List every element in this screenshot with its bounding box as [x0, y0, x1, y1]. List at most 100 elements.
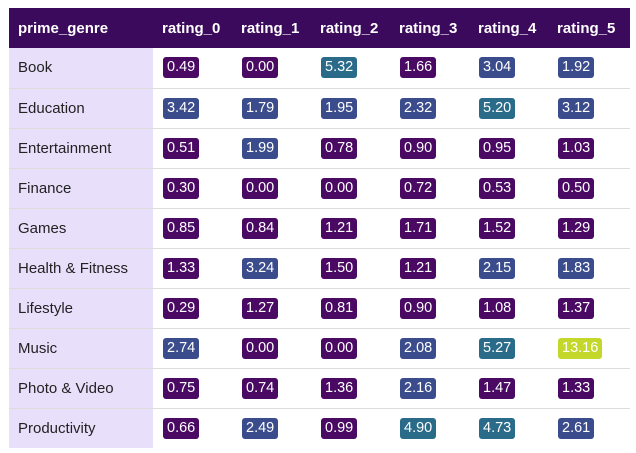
row-genre-label: Finance — [9, 167, 153, 208]
column-header-rating-4[interactable]: rating_4 — [469, 8, 548, 48]
rating-value-badge: 3.12 — [558, 97, 595, 119]
rating-cell: 1.37 — [548, 287, 630, 328]
rating-cell: 0.84 — [232, 207, 311, 248]
rating-value-badge: 1.99 — [242, 137, 279, 159]
table-row: Book 0.49 0.00 5.32 1.66 3.04 1.92 — [9, 48, 630, 88]
rating-cell: 1.66 — [390, 48, 469, 88]
rating-cell: 1.21 — [390, 247, 469, 288]
rating-cell: 1.08 — [469, 287, 548, 328]
rating-value-badge: 0.66 — [163, 417, 200, 439]
column-header-rating-0[interactable]: rating_0 — [153, 8, 232, 48]
rating-value-badge: 0.90 — [400, 297, 437, 319]
rating-value-badge: 3.04 — [479, 57, 516, 79]
row-genre-label: Photo & Video — [9, 367, 153, 408]
rating-value-badge: 0.81 — [321, 297, 358, 319]
rating-value-badge: 1.36 — [321, 377, 358, 399]
rating-value-badge: 1.50 — [321, 257, 358, 279]
table-row: Health & Fitness 1.33 3.24 1.50 1.21 2.15 1.83 — [9, 247, 630, 288]
rating-value-badge: 0.29 — [163, 297, 200, 319]
table-row: Games 0.85 0.84 1.21 1.71 1.52 1.29 — [9, 207, 630, 248]
rating-cell: 0.53 — [469, 167, 548, 208]
rating-value-badge: 1.21 — [321, 217, 358, 239]
row-genre-label: Education — [9, 87, 153, 128]
rating-cell: 1.99 — [232, 127, 311, 168]
rating-cell: 1.95 — [311, 87, 390, 128]
rating-value-badge: 1.37 — [558, 297, 595, 319]
table-row: Lifestyle 0.29 1.27 0.81 0.90 1.08 1.37 — [9, 287, 630, 328]
rating-value-badge: 0.74 — [242, 377, 279, 399]
rating-value-badge: 1.92 — [558, 57, 595, 79]
rating-cell: 0.78 — [311, 127, 390, 168]
rating-value-badge: 1.66 — [400, 57, 437, 79]
rating-cell: 5.32 — [311, 48, 390, 88]
column-header-rating-1[interactable]: rating_1 — [232, 8, 311, 48]
rating-cell: 4.73 — [469, 407, 548, 448]
column-header-prime-genre[interactable]: prime_genre — [9, 8, 153, 48]
rating-value-badge: 5.27 — [479, 337, 516, 359]
column-header-rating-3[interactable]: rating_3 — [390, 8, 469, 48]
header-row: prime_genre rating_0 rating_1 rating_2 r… — [9, 8, 630, 48]
rating-value-badge: 1.03 — [558, 137, 595, 159]
rating-value-badge: 0.53 — [479, 177, 516, 199]
ratings-table: prime_genre rating_0 rating_1 rating_2 r… — [9, 8, 630, 448]
row-genre-label: Book — [9, 48, 153, 88]
rating-value-badge: 0.00 — [321, 177, 358, 199]
rating-value-badge: 1.83 — [558, 257, 595, 279]
table-row: Finance 0.30 0.00 0.00 0.72 0.53 0.50 — [9, 167, 630, 208]
rating-value-badge: 3.42 — [163, 97, 200, 119]
rating-value-badge: 0.84 — [242, 217, 279, 239]
rating-cell: 0.81 — [311, 287, 390, 328]
rating-cell: 0.74 — [232, 367, 311, 408]
rating-value-badge: 4.73 — [479, 417, 516, 439]
column-header-rating-5[interactable]: rating_5 — [548, 8, 630, 48]
rating-value-badge: 1.33 — [558, 377, 595, 399]
rating-cell: 0.75 — [153, 367, 232, 408]
row-genre-label: Lifestyle — [9, 287, 153, 328]
rating-cell: 0.00 — [311, 327, 390, 368]
rating-value-badge: 0.99 — [321, 417, 358, 439]
rating-cell: 0.90 — [390, 287, 469, 328]
row-genre-label: Health & Fitness — [9, 247, 153, 288]
rating-cell: 1.52 — [469, 207, 548, 248]
rating-cell: 2.16 — [390, 367, 469, 408]
rating-cell: 1.92 — [548, 48, 630, 88]
rating-value-badge: 0.72 — [400, 177, 437, 199]
rating-cell: 0.66 — [153, 407, 232, 448]
rating-value-badge: 2.16 — [400, 377, 437, 399]
rating-value-badge: 0.51 — [163, 137, 200, 159]
table-row: Photo & Video 0.75 0.74 1.36 2.16 1.47 1.33 — [9, 367, 630, 408]
column-header-rating-2[interactable]: rating_2 — [311, 8, 390, 48]
rating-cell: 0.29 — [153, 287, 232, 328]
rating-value-badge: 1.29 — [558, 217, 595, 239]
rating-value-badge: 0.90 — [400, 137, 437, 159]
row-genre-label: Games — [9, 207, 153, 248]
rating-cell: 1.27 — [232, 287, 311, 328]
rating-cell: 1.47 — [469, 367, 548, 408]
rating-cell: 0.50 — [548, 167, 630, 208]
rating-cell: 1.79 — [232, 87, 311, 128]
rating-cell: 5.27 — [469, 327, 548, 368]
rating-value-badge: 0.95 — [479, 137, 516, 159]
ratings-table-container: prime_genre rating_0 rating_1 rating_2 r… — [9, 8, 630, 448]
rating-value-badge: 0.50 — [558, 177, 595, 199]
rating-value-badge: 1.08 — [479, 297, 516, 319]
rating-value-badge: 0.49 — [163, 57, 200, 79]
rating-cell: 0.49 — [153, 48, 232, 88]
rating-value-badge: 2.74 — [163, 337, 200, 359]
rating-cell: 1.03 — [548, 127, 630, 168]
rating-value-badge: 0.30 — [163, 177, 200, 199]
rating-value-badge: 2.61 — [558, 417, 595, 439]
rating-cell: 0.00 — [232, 167, 311, 208]
rating-cell: 5.20 — [469, 87, 548, 128]
rating-value-badge: 0.75 — [163, 377, 200, 399]
rating-cell: 1.50 — [311, 247, 390, 288]
rating-cell: 1.33 — [548, 367, 630, 408]
rating-cell: 2.61 — [548, 407, 630, 448]
rating-value-badge: 1.21 — [400, 257, 437, 279]
rating-cell: 0.00 — [311, 167, 390, 208]
rating-value-badge: 1.27 — [242, 297, 279, 319]
rating-value-badge: 13.16 — [558, 337, 603, 359]
rating-value-badge: 0.00 — [242, 57, 279, 79]
rating-value-badge: 1.95 — [321, 97, 358, 119]
rating-value-badge: 1.33 — [163, 257, 200, 279]
